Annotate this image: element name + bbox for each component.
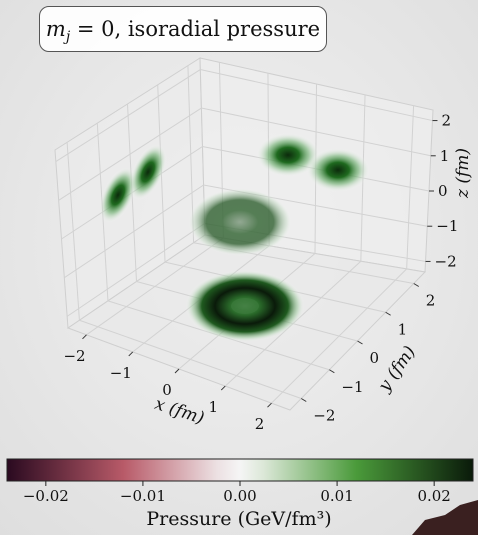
colorbar-tick-label: −0.01 — [120, 487, 166, 505]
x-axis-label: x (fm) — [152, 394, 206, 429]
title-symbol: m — [45, 17, 66, 41]
y-tick-mark — [357, 340, 363, 345]
z-tick-label: 1 — [440, 147, 450, 165]
title-subscript: j — [65, 29, 71, 46]
x-tick-label: −2 — [63, 347, 85, 365]
x-tick-mark — [82, 334, 87, 340]
x-tick-label: −1 — [110, 364, 132, 382]
x-tick-mark — [220, 385, 226, 391]
y-tick-labels: −2 −1 012 — [300, 283, 436, 425]
grid-line-y — [79, 319, 302, 399]
y-tick-mark — [329, 369, 335, 374]
x-tick-label: 0 — [162, 381, 172, 399]
y-tick-mark — [300, 398, 307, 402]
colorbar-ticks: −0.02 −0.01 0.00 0.01 0.02 — [23, 481, 451, 505]
z-tick-labels: −2 −1 0 1 2 — [425, 112, 458, 270]
left-wall-lobe-2 — [129, 144, 167, 200]
floor-ring-center — [231, 298, 259, 314]
colorbar-tick-label: −0.02 — [23, 487, 69, 505]
title-rest: = 0, isoradial pressure — [70, 17, 321, 41]
y-tick-mark — [413, 283, 420, 287]
back-wall-lobe-1 — [256, 133, 320, 177]
bottom-right-dark-patch — [412, 500, 478, 535]
x-tick-label: 2 — [255, 415, 265, 433]
z-tick-label: −1 — [436, 217, 458, 235]
colorbar-tick-label: 0.01 — [320, 487, 353, 505]
x-tick-label: 1 — [208, 398, 218, 416]
z-tick-label: −2 — [435, 252, 457, 270]
y-tick-label: −2 — [313, 407, 335, 425]
center-torus — [188, 188, 292, 256]
colorbar-tick-label: 0.02 — [417, 487, 450, 505]
colorbar-label: Pressure (GeV/fm³) — [146, 508, 332, 530]
left-wall-lobe-1 — [99, 167, 137, 223]
chart-title: mj = 0, isoradial pressure — [39, 6, 327, 52]
back-wall-lobe-2 — [306, 148, 370, 192]
colorbar-tick-label: 0.00 — [223, 487, 256, 505]
grid-line-z — [64, 184, 428, 279]
z-tick-label: 0 — [438, 182, 448, 200]
x-tick-mark — [128, 351, 134, 357]
y-tick-label: 1 — [398, 320, 408, 338]
y-axis-label: y (fm) — [374, 342, 420, 396]
y-tick-label: −1 — [341, 378, 363, 396]
grid-line-z — [58, 107, 431, 201]
y-tick-label: 0 — [370, 349, 380, 367]
colorbar — [6, 458, 474, 482]
y-tick-label: 2 — [426, 292, 436, 310]
x-tick-mark — [174, 368, 180, 374]
z-axis-label: z (fm) — [453, 148, 473, 199]
x-tick-labels: −2 −1 0 1 2 — [63, 334, 272, 433]
x-tick-mark — [267, 402, 272, 408]
y-tick-mark — [385, 311, 391, 316]
grid-line-z — [55, 69, 433, 163]
z-tick-label: 2 — [441, 112, 451, 130]
